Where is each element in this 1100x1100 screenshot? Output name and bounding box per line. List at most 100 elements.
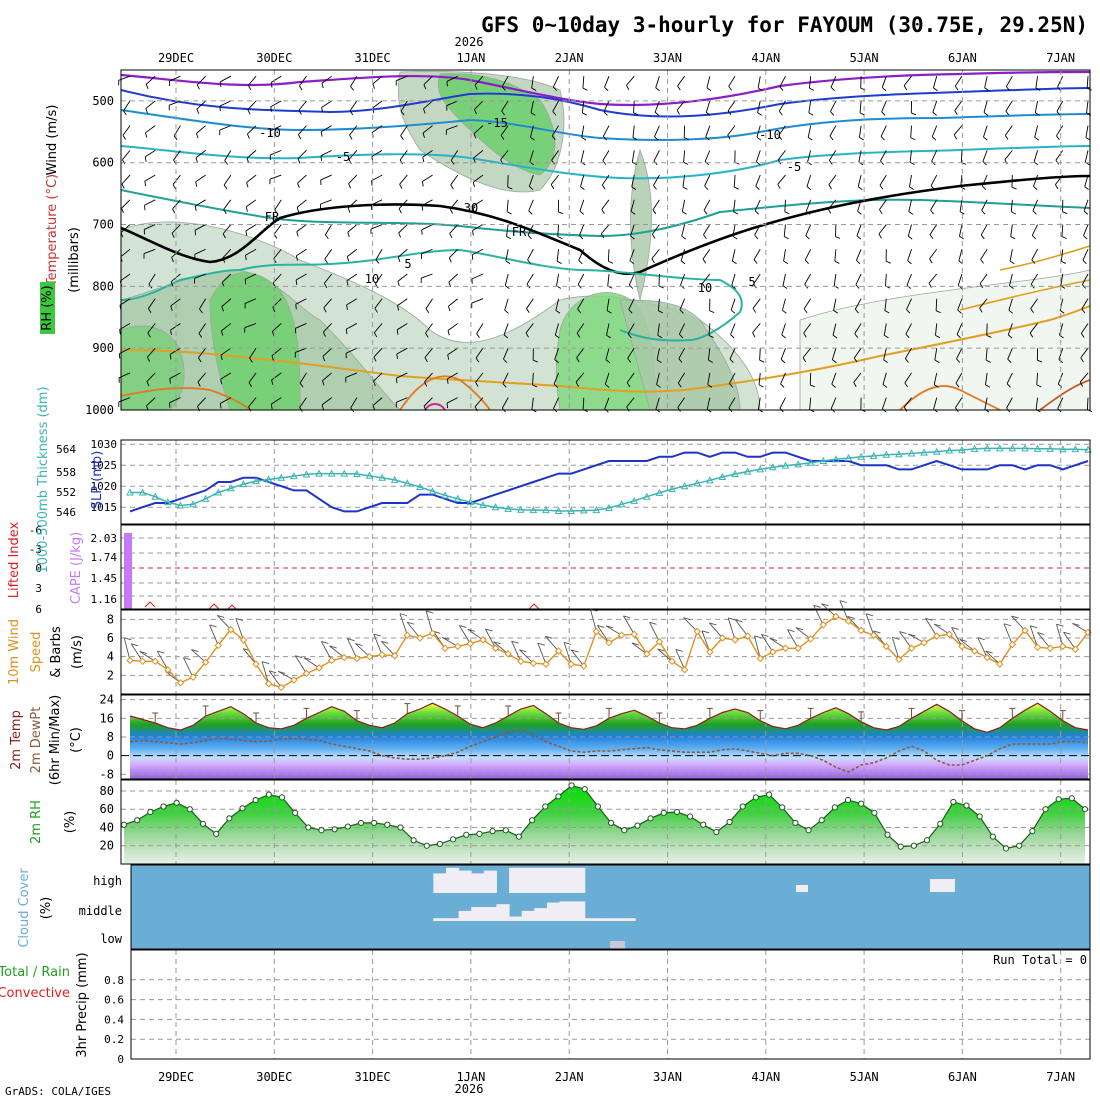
surface-wind-barb xyxy=(123,637,131,661)
surface-wind-barb xyxy=(373,633,383,655)
upper-wind-barb-flag xyxy=(780,359,786,364)
upper-wind-barb xyxy=(248,397,257,408)
surface-wind-barb xyxy=(1011,615,1026,631)
upper-wind-barb-flag xyxy=(885,260,891,264)
wind-speed-point xyxy=(227,625,235,634)
upper-wind-barb-flag xyxy=(855,284,860,289)
upper-wind-barb xyxy=(580,174,585,187)
upper-wind-barb xyxy=(834,249,837,262)
upper-wind-barb-flag xyxy=(297,182,300,188)
thickness-tick-label: 552 xyxy=(56,486,76,499)
upper-wind-barb-flag xyxy=(731,285,736,289)
thickness-point xyxy=(516,505,525,513)
surface-wind-barb-flag xyxy=(407,621,415,625)
surface-wind-barb xyxy=(1003,623,1013,645)
upper-wind-barb xyxy=(980,224,988,236)
surface-wind-barb xyxy=(261,661,270,684)
upper-wind-barb xyxy=(907,224,912,237)
upper-wind-barb-flag xyxy=(1037,359,1043,363)
upper-wind-barb-flag xyxy=(449,233,453,239)
upper-wind-barb-flag xyxy=(500,159,504,165)
slp-tick-label: 1015 xyxy=(91,501,118,514)
wind-speed-point xyxy=(340,653,348,662)
upper-wind-barb xyxy=(653,174,660,186)
rh2m-point xyxy=(884,831,891,838)
surface-wind-barb xyxy=(242,648,257,665)
rh2m-point xyxy=(463,831,470,838)
upper-wind-barb-flag xyxy=(322,331,326,337)
upper-wind-barb xyxy=(248,372,257,383)
wind-speed-point xyxy=(353,654,361,663)
upper-wind-barb-flag xyxy=(709,310,715,314)
rh-shading xyxy=(437,73,556,176)
upper-wind-barb-flag xyxy=(575,381,579,387)
wind-speed-point xyxy=(554,647,563,655)
upper-wind-barb-flag xyxy=(984,87,990,92)
upper-wind-barb-flag xyxy=(246,158,250,164)
rh2m-point xyxy=(252,796,259,804)
upper-wind-barb xyxy=(195,199,206,207)
upper-wind-barb-flag xyxy=(449,208,454,214)
wind-speed-point xyxy=(1008,640,1017,649)
thickness-point xyxy=(1071,445,1080,453)
upper-wind-barb xyxy=(553,397,559,409)
surface-wind-barb xyxy=(925,618,938,637)
upper-wind-barb xyxy=(502,372,509,384)
upper-wind-barb xyxy=(171,224,181,234)
rh2m-point xyxy=(305,824,312,831)
max-temp-marker xyxy=(253,712,260,723)
upper-wind-barb-flag xyxy=(831,383,836,388)
upper-wind-barb xyxy=(556,273,560,286)
upper-wind-barb xyxy=(448,248,459,259)
upper-wind-barb xyxy=(728,75,736,87)
upper-wind-barb xyxy=(783,224,786,237)
rh2m-point xyxy=(292,809,299,816)
upper-wind-barb xyxy=(576,323,585,334)
upper-wind-barb-flag xyxy=(474,109,477,115)
upper-wind-barb xyxy=(505,249,509,262)
upper-wind-barb-flag xyxy=(935,310,941,314)
upper-wind-barb-flag xyxy=(934,359,940,363)
upper-wind-barb xyxy=(223,199,232,210)
upper-wind-barb-flag xyxy=(581,137,587,141)
max-temp-marker xyxy=(353,710,360,721)
upper-wind-barb xyxy=(271,347,282,357)
upper-wind-barb xyxy=(220,397,232,404)
upper-wind-barb-flag xyxy=(853,382,857,387)
upper-wind-barb-flag xyxy=(979,283,984,289)
temperature-tick-label: 0 xyxy=(107,749,114,763)
upper-wind-barb xyxy=(1034,100,1039,113)
upper-wind-barb xyxy=(396,323,408,331)
thickness-point xyxy=(895,450,903,458)
upper-wind-barb-flag xyxy=(425,332,429,338)
upper-wind-barb-flag xyxy=(472,230,474,236)
upper-wind-barb xyxy=(656,372,660,385)
wind10m-axis-label: 10m Wind xyxy=(7,619,22,685)
upper-wind-barb xyxy=(372,75,383,85)
upper-wind-barb xyxy=(447,372,458,380)
upper-wind-barb xyxy=(781,323,786,336)
upper-wind-barb-flag xyxy=(757,112,762,116)
upper-wind-barb xyxy=(758,372,761,385)
upper-wind-barb-flag xyxy=(882,384,888,388)
upper-wind-barb-flag xyxy=(856,259,861,265)
upper-wind-barb xyxy=(1006,397,1013,409)
upper-wind-barb xyxy=(677,397,686,408)
upper-wind-barb xyxy=(143,248,156,254)
surface-wind-barb-flag xyxy=(735,619,743,623)
surface-wind-barb xyxy=(813,605,824,626)
surface-wind-barb-flag xyxy=(770,638,778,641)
upper-wind-barb-flag xyxy=(555,310,561,314)
surface-wind-barb-flag xyxy=(865,613,874,617)
upper-wind-barb xyxy=(985,372,988,385)
upper-wind-barb xyxy=(247,75,257,86)
bottom-date-label: 1JAN xyxy=(456,1070,485,1084)
upper-wind-barb-flag xyxy=(345,329,348,335)
lifted-index-mark xyxy=(144,601,156,608)
upper-wind-barb-flag xyxy=(907,260,912,265)
surface-wind-barb xyxy=(519,649,534,664)
upper-wind-barb xyxy=(449,224,459,234)
upper-wind-barb xyxy=(904,372,912,384)
upper-wind-barb-flag xyxy=(506,236,512,240)
rh2m-point xyxy=(897,843,904,850)
